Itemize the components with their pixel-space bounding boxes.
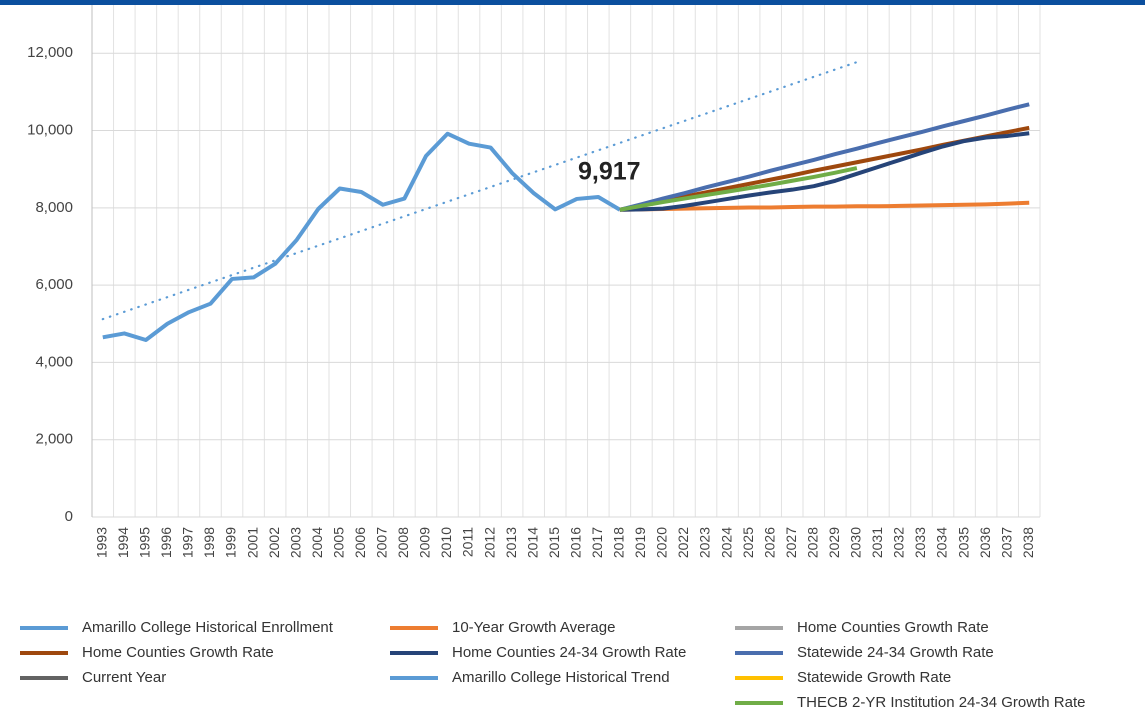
plot: 9,917 — [101, 61, 1030, 343]
x-tick-label: 2002 — [266, 527, 282, 558]
x-tick-label: 2029 — [826, 527, 842, 558]
x-tick-label: 2022 — [675, 527, 691, 558]
x-tick-label: 2020 — [654, 527, 670, 558]
x-tick-label: 2009 — [417, 527, 433, 558]
x-tick-label: 2037 — [998, 527, 1014, 558]
x-tick-label: 2017 — [589, 527, 605, 558]
x-tick-label: 2011 — [460, 527, 476, 557]
legend-label: Amarillo College Historical Trend — [452, 669, 670, 686]
x-tick-label: 2016 — [567, 527, 583, 558]
x-tick-label: 2014 — [524, 527, 540, 558]
x-tick-label: 2018 — [611, 527, 627, 558]
x-tick-label: 2019 — [632, 527, 648, 558]
x-tick-label: 2036 — [977, 527, 993, 558]
series-line — [619, 166, 858, 212]
y-tick-label: 12,000 — [27, 44, 73, 61]
y-tick-label: 4,000 — [35, 353, 73, 370]
x-tick-label: 2013 — [503, 527, 519, 558]
grid: 0 2,000 4,000 6,000 8,000 10,000 12,000 1993 199… — [27, 5, 1041, 558]
x-tick-label: 1995 — [137, 527, 153, 558]
x-tick-label: 2010 — [438, 527, 454, 558]
x-tick-label: 1993 — [93, 527, 109, 558]
top-bar — [0, 0, 1145, 5]
data-label: 9,917 — [578, 158, 641, 186]
x-tick-label: 1997 — [180, 527, 196, 558]
series-line — [102, 131, 621, 343]
x-tick-label: 2007 — [374, 527, 390, 558]
x-tick-label: 2003 — [287, 527, 303, 558]
x-tick-label: 1998 — [201, 527, 217, 558]
x-tick-label: 2024 — [718, 527, 734, 558]
x-tick-label: 2004 — [309, 527, 325, 558]
x-tick-label: 2031 — [869, 527, 885, 558]
x-tick-label: 2035 — [955, 527, 971, 558]
y-tick-label: 6,000 — [35, 276, 73, 293]
y-tick-label: 0 — [65, 508, 73, 525]
x-tick-label: 2008 — [395, 527, 411, 558]
x-tick-label: 2030 — [848, 527, 864, 558]
legend-label: Amarillo College Historical Enrollment — [82, 619, 334, 636]
x-tick-label: 1996 — [158, 527, 174, 558]
legend-label: Statewide Growth Rate — [797, 669, 951, 686]
legend-label: Home Counties 24-34 Growth Rate — [452, 644, 686, 661]
x-tick-label: 2012 — [481, 527, 497, 558]
legend-label: 10-Year Growth Average — [452, 619, 615, 636]
x-tick-label: 2032 — [891, 527, 907, 558]
x-tick-label: 2015 — [546, 527, 562, 558]
x-tick-label: 2033 — [912, 527, 928, 558]
y-tick-label: 2,000 — [35, 431, 73, 448]
legend-label: THECB 2-YR Institution 24-34 Growth Rate — [797, 694, 1085, 711]
x-tick-label: 2023 — [697, 527, 713, 558]
x-tick-label: 2001 — [244, 527, 260, 558]
legend-label: Current Year — [82, 669, 166, 686]
legend-label: Statewide 24-34 Growth Rate — [797, 644, 994, 661]
x-tick-label: 2006 — [352, 527, 368, 558]
x-tick-label: 2026 — [761, 527, 777, 558]
series-line — [619, 131, 1030, 212]
y-tick-label: 8,000 — [35, 199, 73, 216]
legend-label: Home Counties Growth Rate — [797, 619, 989, 636]
series-line — [101, 61, 858, 321]
x-tick-label: 2025 — [740, 527, 756, 558]
x-tick-label: 2027 — [783, 527, 799, 558]
x-tick-label: 2028 — [804, 527, 820, 558]
series-line — [619, 102, 1030, 212]
y-tick-label: 10,000 — [27, 122, 73, 139]
legend-label: Home Counties Growth Rate — [82, 644, 274, 661]
x-tick-label: 2038 — [1020, 527, 1036, 558]
x-tick-label: 2034 — [934, 527, 950, 558]
x-tick-label: 1999 — [223, 527, 239, 558]
legend: Amarillo College Historical Enrollment Ho… — [20, 619, 1085, 711]
x-tick-label: 1994 — [115, 527, 131, 558]
x-tick-label: 2005 — [330, 527, 346, 558]
series-line — [619, 200, 1030, 212]
